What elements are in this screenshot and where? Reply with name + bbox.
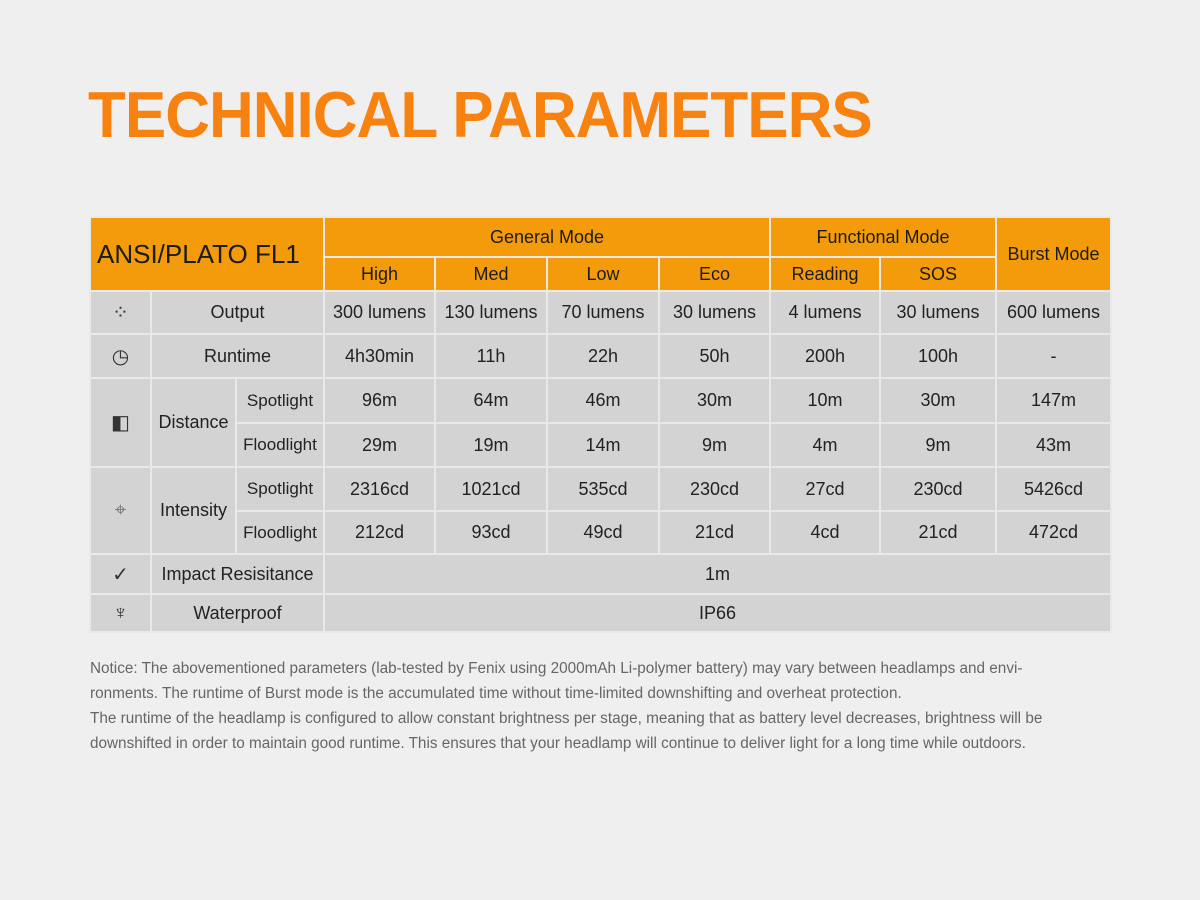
value-cell: 230cd	[879, 466, 998, 512]
value-cell: 2316cd	[323, 466, 436, 512]
mode-header: Reading	[769, 256, 882, 292]
value-cell: 4h30min	[323, 333, 436, 379]
value-cell: 64m	[434, 377, 548, 424]
value-cell: 535cd	[546, 466, 660, 512]
mode-header: Low	[546, 256, 660, 292]
value-cell: 600 lumens	[995, 290, 1113, 335]
value-cell: 200h	[769, 333, 882, 379]
value-cell: 147m	[995, 377, 1113, 424]
sub-label: Floodlight	[235, 422, 325, 468]
burst-mode-header: Burst Mode	[995, 216, 1113, 292]
value-cell: 130 lumens	[434, 290, 548, 335]
value-cell: 30m	[879, 377, 998, 424]
row-label: Impact Resisitance	[150, 553, 325, 595]
mode-header: High	[323, 256, 436, 292]
value-cell: 46m	[546, 377, 660, 424]
notice-line: Notice: The abovementioned parameters (l…	[90, 660, 1023, 677]
general-mode-header: General Mode	[322, 216, 772, 258]
notice: Notice: The abovementioned parameters (l…	[90, 656, 1120, 756]
value-cell: 11h	[434, 333, 548, 379]
value-cell: 4m	[769, 422, 882, 468]
functional-mode-header: Functional Mode	[769, 216, 998, 258]
value-cell: 21cd	[879, 510, 998, 555]
value-cell: 50h	[657, 333, 772, 379]
value-cell: 10m	[769, 377, 882, 424]
notice-line: downshifted in order to maintain good ru…	[90, 735, 1026, 752]
row-label: Distance	[150, 377, 237, 468]
value-cell: 43m	[995, 422, 1113, 468]
value-cell: 230cd	[657, 466, 772, 512]
value-cell: 29m	[323, 422, 436, 468]
value-cell: 300 lumens	[323, 290, 436, 335]
page-title: TECHNICAL PARAMETERS	[88, 79, 873, 152]
value-cell: 96m	[323, 377, 436, 424]
notice-line: The runtime of the headlamp is configure…	[90, 710, 1043, 727]
spec-table: ANSI/PLATO FL1 General Mode Functional M…	[89, 216, 1113, 633]
value-cell: 212cd	[323, 510, 436, 555]
value-cell: 100h	[879, 333, 998, 379]
value-cell: 93cd	[434, 510, 548, 555]
row-label: Output	[150, 290, 325, 335]
value-cell: 19m	[434, 422, 548, 468]
value-cell: 14m	[546, 422, 660, 468]
value-cell: 5426cd	[995, 466, 1113, 512]
value-cell: 9m	[879, 422, 998, 468]
value-cell: 30m	[657, 377, 772, 424]
value-cell: 22h	[546, 333, 660, 379]
mode-header: SOS	[879, 256, 998, 292]
value-cell: 30 lumens	[879, 290, 998, 335]
sub-label: Floodlight	[235, 510, 325, 555]
value-cell: 4 lumens	[769, 290, 882, 335]
value-cell: 4cd	[769, 510, 882, 555]
impact-value: 1m	[322, 553, 1113, 595]
value-cell: 1021cd	[434, 466, 548, 512]
crosshair-icon: ⌖	[89, 466, 152, 555]
value-cell: 27cd	[769, 466, 882, 512]
value-cell: 70 lumens	[546, 290, 660, 335]
waterproof-value: IP66	[322, 593, 1113, 633]
row-label: Runtime	[150, 333, 325, 379]
row-label: Intensity	[150, 466, 237, 555]
mode-header: Med	[434, 256, 548, 292]
row-label: Waterproof	[150, 593, 325, 633]
clock-icon: ◷	[89, 333, 152, 379]
corner-header: ANSI/PLATO FL1	[89, 216, 325, 292]
value-cell: 21cd	[657, 510, 772, 555]
value-cell: 472cd	[995, 510, 1113, 555]
mode-header: Eco	[657, 256, 772, 292]
value-cell: 9m	[657, 422, 772, 468]
light-burst-icon: ⁘	[89, 290, 152, 335]
value-cell: 49cd	[546, 510, 660, 555]
impact-icon: ✓	[89, 553, 152, 595]
value-cell: 30 lumens	[657, 290, 772, 335]
sub-label: Spotlight	[235, 377, 325, 424]
notice-line: ronments. The runtime of Burst mode is t…	[90, 685, 902, 702]
beam-distance-icon: ◧	[89, 377, 152, 468]
waterproof-icon: ♆	[89, 593, 152, 633]
value-cell: -	[995, 333, 1113, 379]
sub-label: Spotlight	[235, 466, 325, 512]
